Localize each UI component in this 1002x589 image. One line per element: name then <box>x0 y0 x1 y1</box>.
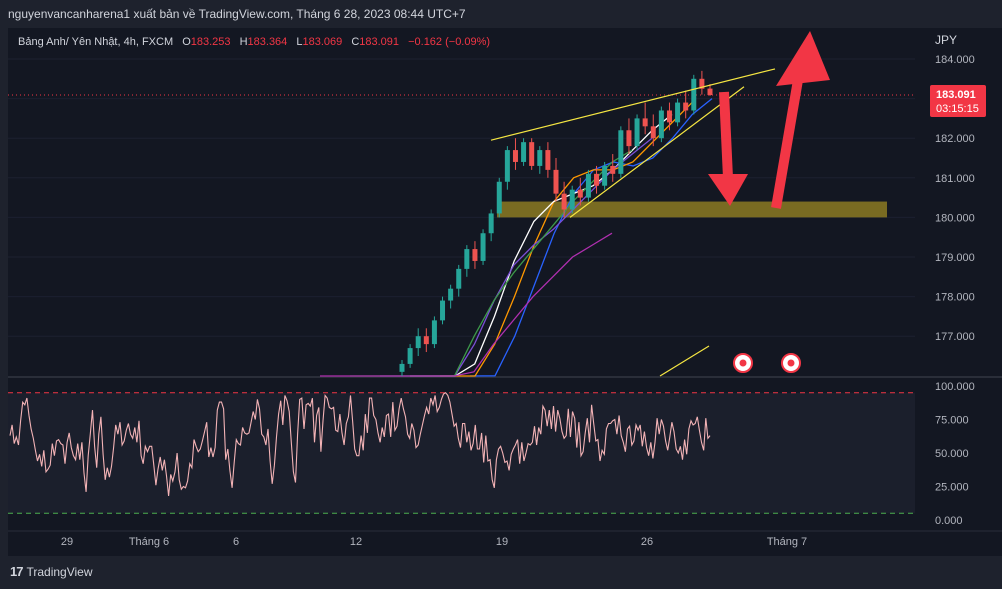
candle-body <box>658 110 664 139</box>
down-arrow-head <box>708 174 748 206</box>
tradingview-logo-icon: 17 <box>10 564 24 579</box>
candle-body <box>602 165 608 186</box>
candle-body <box>496 181 502 214</box>
price-tick-label: 181.000 <box>935 173 975 185</box>
rsi-tick-label: 50.000 <box>935 448 969 460</box>
candle-body <box>683 102 689 111</box>
rsi-tick-label: 25.000 <box>935 482 969 494</box>
candle-body <box>431 320 437 345</box>
candle-body <box>415 336 421 349</box>
candle-body <box>537 150 543 166</box>
low-value: 183.069 <box>302 36 343 48</box>
candle-body <box>512 150 518 162</box>
candle-body <box>618 130 624 174</box>
candle-body <box>610 165 616 174</box>
low-label: L <box>296 36 303 48</box>
price-axis-currency: JPY <box>935 33 957 47</box>
candle-body <box>545 150 551 170</box>
candle-body <box>399 363 405 372</box>
up-arrow-head <box>776 31 830 86</box>
countdown-label: 03:15:15 <box>936 103 979 115</box>
candle-body <box>480 233 486 261</box>
time-tick-label: 12 <box>350 536 362 548</box>
wedge-upper-trendline <box>490 68 776 141</box>
time-tick-label: 19 <box>496 536 508 548</box>
candle-body <box>634 118 640 147</box>
close-value: 183.091 <box>359 36 400 48</box>
candle-body <box>407 348 413 364</box>
moving-average-line <box>320 232 613 377</box>
footer <box>0 556 1002 589</box>
candle-body <box>440 300 446 321</box>
candle-body <box>569 189 575 210</box>
publish-header: nguyenvancanharena1 xuất bản về TradingV… <box>0 0 1002 28</box>
price-tick-label: 184.000 <box>935 54 975 66</box>
price-tick-label: 182.000 <box>935 133 975 145</box>
time-tick-label: 6 <box>233 536 239 548</box>
open-value: 183.253 <box>190 36 231 48</box>
rsi-line <box>9 391 711 496</box>
rsi-tick-label: 100.000 <box>935 381 975 393</box>
candle-body <box>699 78 705 89</box>
candle-body <box>585 173 591 198</box>
candle-body <box>472 249 478 261</box>
rsi-tick-label: 0.000 <box>935 515 963 527</box>
event-marker-dot <box>739 359 747 367</box>
publish-line: nguyenvancanharena1 xuất bản về TradingV… <box>8 7 466 21</box>
candle-body <box>504 150 510 182</box>
up-arrow-shaft <box>771 79 803 209</box>
support-zone <box>497 201 887 218</box>
candle-body <box>423 336 429 345</box>
time-tick-label: Tháng 7 <box>767 536 807 548</box>
close-label: C <box>351 36 360 48</box>
event-marker-dot <box>787 359 795 367</box>
candle-body <box>456 268 462 289</box>
candle-body <box>594 173 600 186</box>
candle-body <box>488 213 494 234</box>
candle-body <box>577 189 583 198</box>
candle-body <box>529 142 535 166</box>
current-price-tag <box>930 85 986 117</box>
high-label: H <box>239 36 248 48</box>
current-price-label: 183.091 <box>936 89 976 101</box>
projection-trendline <box>659 345 710 377</box>
tradingview-logo[interactable]: 17 TradingView <box>10 564 93 579</box>
down-arrow-shaft <box>719 91 733 179</box>
tradingview-brand: TradingView <box>26 564 93 579</box>
moving-average-line <box>410 113 673 377</box>
open-label: O <box>182 36 191 48</box>
candle-body <box>464 249 470 269</box>
candle-body <box>650 126 656 139</box>
high-value: 183.364 <box>247 36 288 48</box>
symbol-name[interactable]: Bảng Anh/ Yên Nhật, 4h, FXCM <box>18 36 174 48</box>
candle-body <box>666 110 672 123</box>
rsi-tick-label: 75.000 <box>935 415 969 427</box>
price-tick-label: 178.000 <box>935 292 975 304</box>
candle-body <box>707 88 713 95</box>
moving-average-line <box>469 98 713 377</box>
candle-body <box>553 169 559 194</box>
candle-body <box>675 102 681 123</box>
candle-body <box>642 118 648 127</box>
price-tick-label: 179.000 <box>935 252 975 264</box>
time-tick-label: 29 <box>61 536 73 548</box>
rsi-band-background <box>8 392 915 514</box>
moving-average-line <box>440 102 693 377</box>
time-tick-label: Tháng 6 <box>129 536 169 548</box>
candle-body <box>561 193 567 210</box>
price-tick-label: 177.000 <box>935 331 975 343</box>
time-tick-label: 26 <box>641 536 653 548</box>
candle-body <box>448 288 454 301</box>
candle-body <box>691 78 697 111</box>
price-tick-label: 180.000 <box>935 212 975 224</box>
wedge-lower-trendline <box>569 86 745 218</box>
change-value: −0.162 (−0.09%) <box>408 36 491 48</box>
candle-body <box>626 130 632 147</box>
candle-body <box>521 142 527 162</box>
symbol-legend[interactable]: Bảng Anh/ Yên Nhật, 4h, FXCM O183.253 H1… <box>18 36 490 48</box>
